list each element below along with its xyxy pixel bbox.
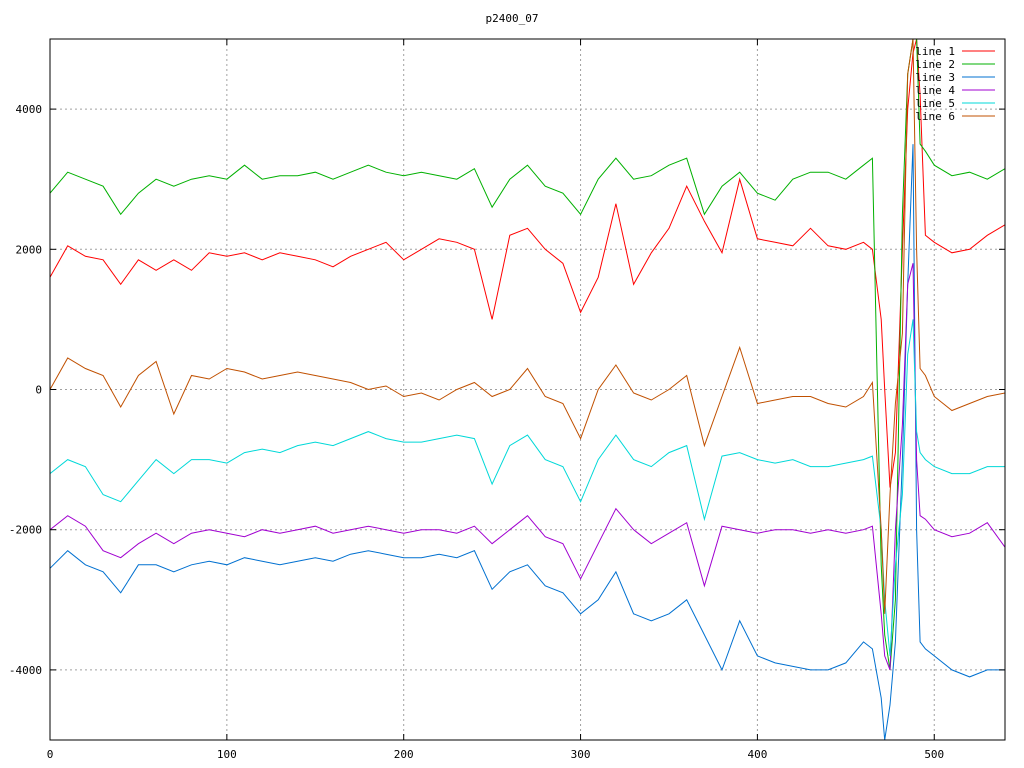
series-layer	[50, 39, 1005, 740]
x-tick-label: 100	[217, 748, 237, 761]
series-line	[50, 263, 1005, 671]
x-tick-label: 200	[394, 748, 414, 761]
x-tick-label: 500	[924, 748, 944, 761]
series-line	[50, 39, 1005, 488]
x-tick-label: 400	[747, 748, 767, 761]
x-tick-label: 300	[571, 748, 591, 761]
series-line	[50, 319, 1005, 656]
chart-title: p2400_07	[486, 12, 539, 25]
grid	[50, 39, 1005, 740]
y-tick-label: 4000	[16, 103, 43, 116]
legend-label: line 2	[915, 58, 955, 71]
y-tick-label: 2000	[16, 243, 43, 256]
y-tick-label: -2000	[9, 524, 42, 537]
legend-label: line 3	[915, 71, 955, 84]
series-line	[50, 39, 1005, 670]
y-tick-label: -4000	[9, 664, 42, 677]
legend-label: line 4	[915, 84, 955, 97]
series-line	[50, 39, 1005, 614]
legend-label: line 5	[915, 97, 955, 110]
legend-label: line 6	[915, 110, 955, 123]
ticks: 0 100 200 300 400 500 -4000 -2000 0 2000 4000	[9, 39, 1005, 761]
x-tick-label: 0	[47, 748, 54, 761]
y-tick-label: 0	[35, 384, 42, 397]
legend-label: line 1	[915, 45, 955, 58]
series-line	[50, 144, 1005, 740]
